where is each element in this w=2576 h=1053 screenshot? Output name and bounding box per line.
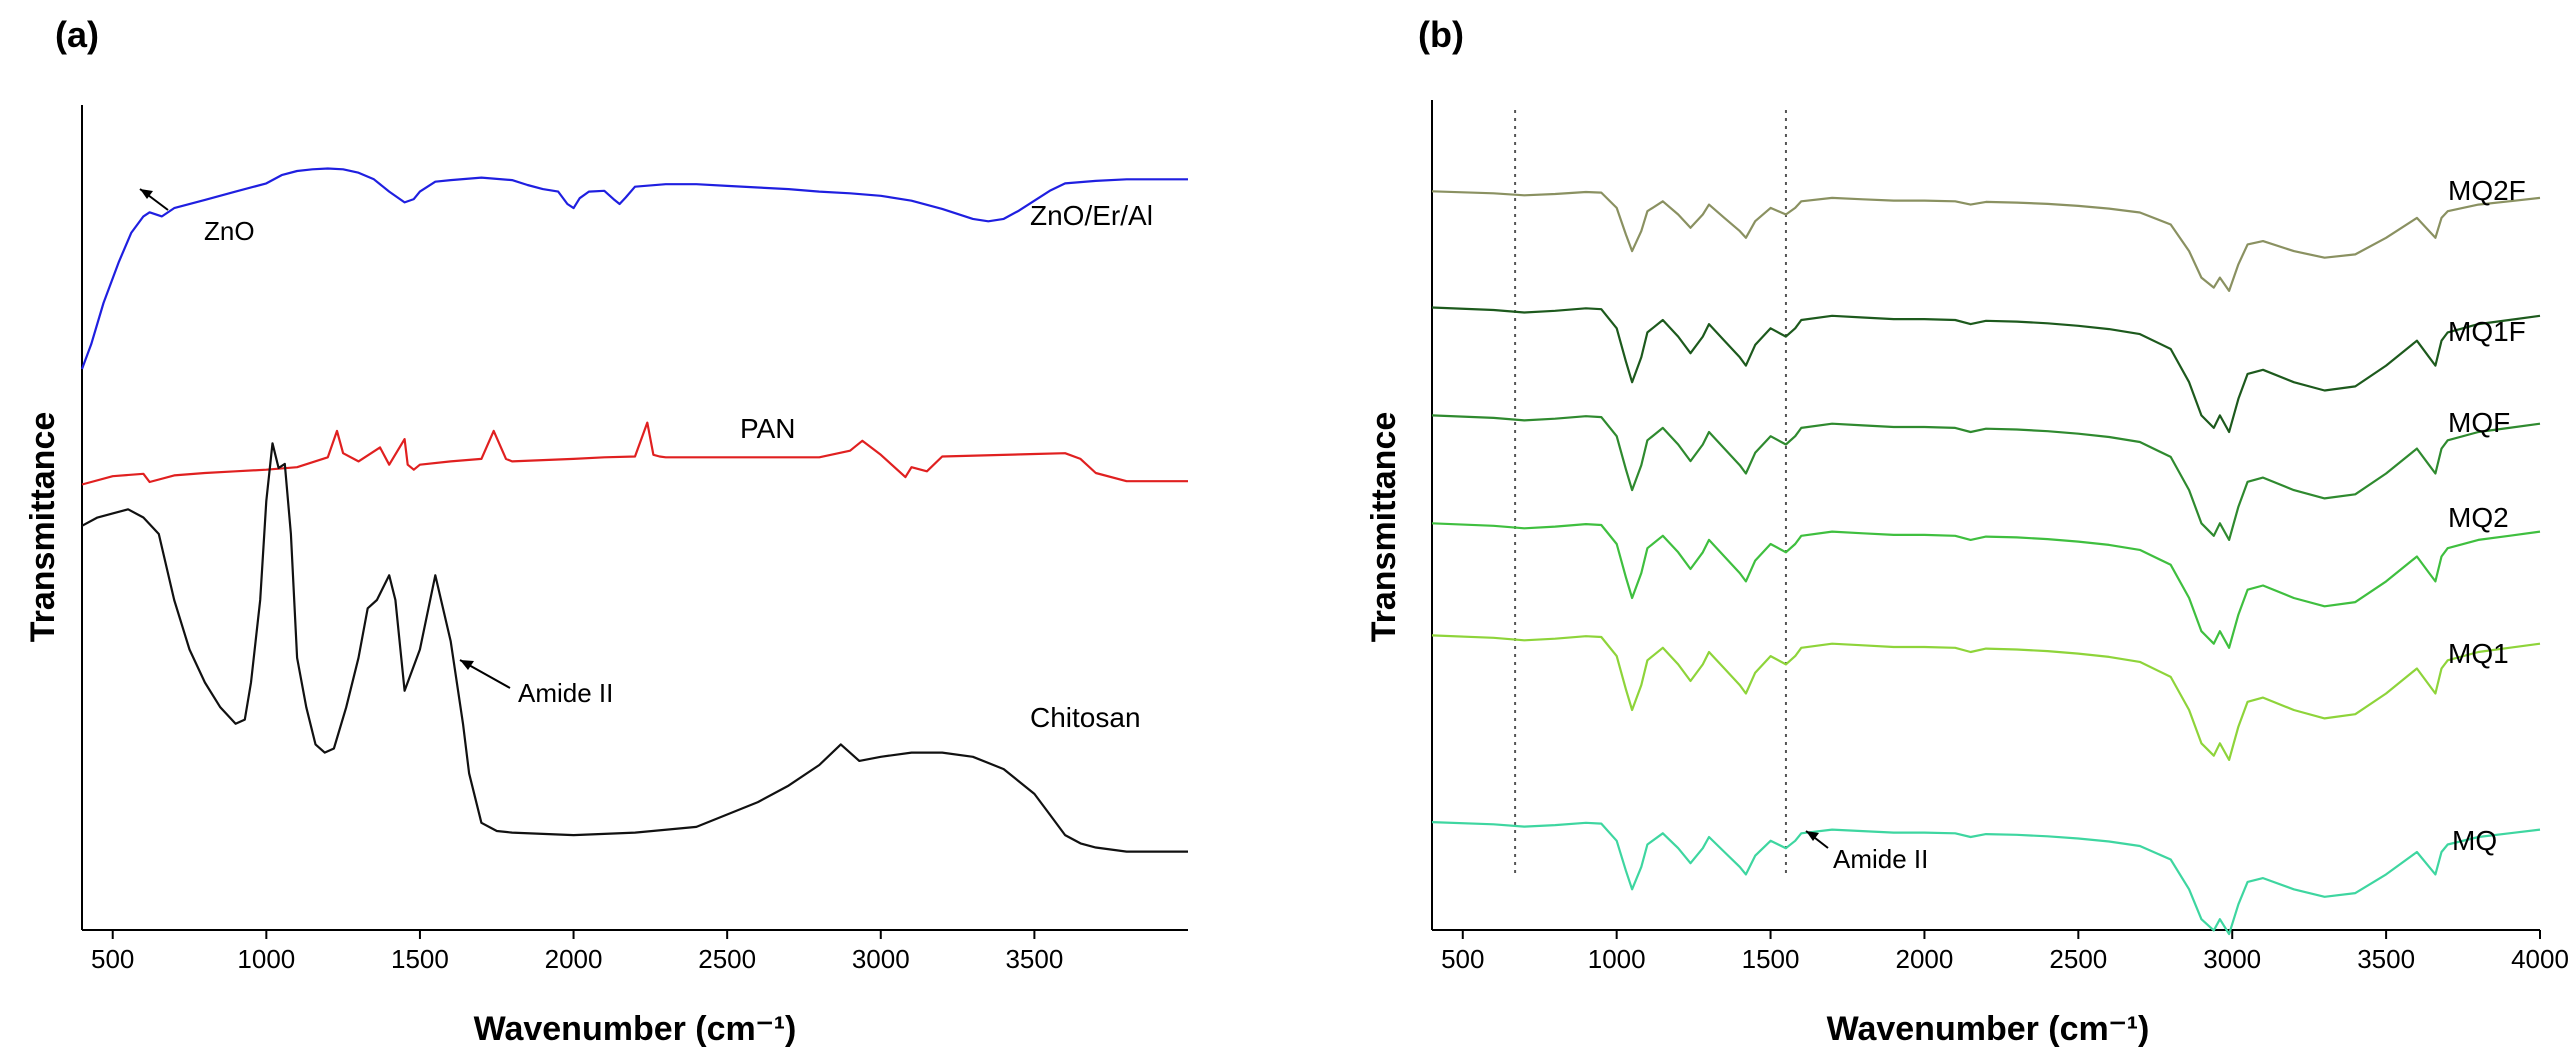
panel-a-y-axis-title: Transmittance bbox=[24, 412, 62, 643]
series-label-mqf: MQF bbox=[2448, 407, 2510, 438]
panel-b-label: (b) bbox=[1418, 14, 1464, 55]
panel-a-label: (a) bbox=[55, 14, 99, 55]
x-tick-label-3000: 3000 bbox=[852, 944, 910, 974]
x-tick-label-2500: 2500 bbox=[698, 944, 756, 974]
x-tick-label-3500: 3500 bbox=[2357, 944, 2415, 974]
x-tick-label-1000: 1000 bbox=[237, 944, 295, 974]
series-line-mq2 bbox=[1431, 522, 2541, 649]
series-line-zno-er-al bbox=[80, 167, 1188, 370]
panel-b-reference-lines bbox=[1514, 110, 1787, 878]
series-label-zno-er-al: ZnO/Er/Al bbox=[1030, 200, 1153, 231]
series-line-pan bbox=[81, 421, 1188, 486]
series-label-mq2: MQ2 bbox=[2448, 502, 2509, 533]
x-tick-label-2500: 2500 bbox=[2049, 944, 2107, 974]
panel-a-x-axis-title: Wavenumber (cm⁻¹) bbox=[474, 1010, 797, 1048]
annotation-zno: ZnO bbox=[204, 216, 255, 246]
amide-arrow-b-head bbox=[1806, 831, 1819, 841]
x-tick-label-3500: 3500 bbox=[1005, 944, 1063, 974]
panel-b-series bbox=[1431, 190, 2541, 936]
panel-a-ticks: 500 1000 1500 2000 2500 3000 3500 bbox=[91, 930, 1063, 974]
panel-b-x-axis-title: Wavenumber (cm⁻¹) bbox=[1827, 1010, 2150, 1048]
series-label-mq1: MQ1 bbox=[2448, 638, 2509, 669]
x-tick-label-3000: 3000 bbox=[2203, 944, 2261, 974]
annotation-amide-ii-b: Amide II bbox=[1833, 844, 1928, 874]
x-tick-label-1500: 1500 bbox=[1742, 944, 1800, 974]
panel-b-y-axis-title: Transmittance bbox=[1365, 412, 1403, 643]
x-tick-label-1000: 1000 bbox=[1588, 944, 1646, 974]
series-line-mq1f bbox=[1431, 306, 2541, 434]
x-tick-label-4000: 4000 bbox=[2511, 944, 2569, 974]
panel-b: (b) 500 1000 1500 2000 2500 3000 3500 4000 Wave… bbox=[1365, 14, 2569, 1048]
series-line-mq1 bbox=[1431, 634, 2541, 762]
x-tick-label-500: 500 bbox=[1441, 944, 1484, 974]
panel-a-annotations: ZnO Amide II bbox=[139, 188, 613, 708]
series-line-chitosan bbox=[81, 442, 1188, 853]
series-label-mq1f: MQ1F bbox=[2448, 316, 2526, 347]
zno-arrow-head bbox=[140, 189, 153, 199]
series-label-chitosan: Chitosan bbox=[1030, 702, 1141, 733]
x-tick-label-2000: 2000 bbox=[1896, 944, 1954, 974]
panel-b-annotations: Amide II bbox=[1805, 830, 1928, 874]
series-line-mqf bbox=[1431, 414, 2541, 542]
amide-arrow-a-head bbox=[460, 660, 474, 670]
series-line-mq2f bbox=[1431, 190, 2541, 292]
panel-b-ticks: 500 1000 1500 2000 2500 3000 3500 4000 bbox=[1441, 930, 2569, 974]
panel-a: (a) 500 1000 1500 2000 2500 3000 3500 Wavenumb… bbox=[24, 14, 1188, 1048]
x-tick-label-500: 500 bbox=[91, 944, 134, 974]
series-label-mq: MQ bbox=[2452, 825, 2497, 856]
annotation-amide-ii-a: Amide II bbox=[518, 678, 613, 708]
series-label-pan: PAN bbox=[740, 413, 796, 444]
series-line-mq bbox=[1431, 821, 2541, 936]
panel-a-series bbox=[80, 167, 1188, 853]
x-tick-label-2000: 2000 bbox=[545, 944, 603, 974]
series-label-mq2f: MQ2F bbox=[2448, 175, 2526, 206]
x-tick-label-1500: 1500 bbox=[391, 944, 449, 974]
